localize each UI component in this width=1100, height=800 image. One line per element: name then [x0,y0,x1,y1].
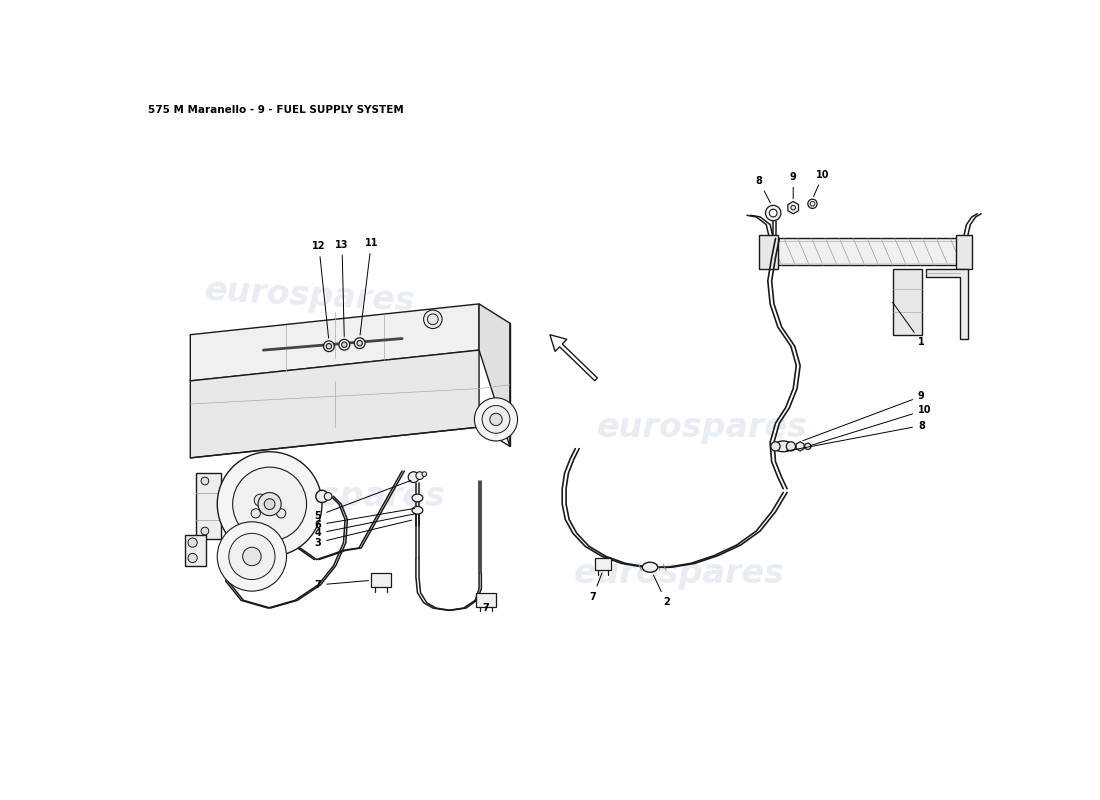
Circle shape [807,199,817,209]
Circle shape [354,338,365,349]
Text: 8: 8 [756,176,770,203]
Circle shape [791,206,795,210]
Text: eurospares: eurospares [204,274,416,318]
FancyBboxPatch shape [476,593,496,606]
Text: 9: 9 [803,391,925,441]
Circle shape [422,472,427,476]
FancyBboxPatch shape [594,558,612,570]
Circle shape [188,554,197,562]
Text: eurospares: eurospares [574,557,784,590]
Text: eurospares: eurospares [235,480,446,513]
Circle shape [254,494,266,506]
Circle shape [243,547,261,566]
Text: 7: 7 [483,603,490,613]
Polygon shape [185,535,206,566]
Circle shape [358,341,362,346]
Circle shape [771,442,780,451]
Text: 10: 10 [814,170,829,197]
Circle shape [218,522,286,591]
Circle shape [188,538,197,547]
Text: eurospares: eurospares [597,410,807,443]
Polygon shape [376,575,387,582]
Ellipse shape [774,441,792,452]
Polygon shape [190,350,480,458]
Circle shape [339,339,350,350]
Text: 7: 7 [590,573,602,602]
Text: 3: 3 [315,520,411,547]
Circle shape [201,477,209,485]
Polygon shape [190,304,480,381]
Polygon shape [196,474,221,538]
Text: 575 M Maranello - 9 - FUEL SUPPLY SYSTEM: 575 M Maranello - 9 - FUEL SUPPLY SYSTEM [147,105,404,115]
Circle shape [327,343,331,349]
Circle shape [408,472,419,482]
FancyBboxPatch shape [372,574,392,587]
Text: 8: 8 [785,421,925,451]
Circle shape [276,509,286,518]
Text: 6: 6 [315,509,415,530]
FancyArrow shape [550,334,597,381]
Polygon shape [759,234,778,270]
Text: 5: 5 [315,481,411,521]
Polygon shape [957,234,972,270]
Circle shape [233,467,307,541]
Text: 4: 4 [315,514,415,538]
Circle shape [786,442,795,451]
Circle shape [482,406,510,434]
Text: 9: 9 [790,172,796,198]
Circle shape [258,493,282,516]
Polygon shape [926,270,968,338]
Circle shape [769,209,777,217]
Text: 1: 1 [892,302,925,347]
Text: 7: 7 [315,580,368,590]
Circle shape [267,494,279,506]
Circle shape [323,341,334,352]
Ellipse shape [412,494,422,502]
Text: 11: 11 [360,238,378,335]
Circle shape [229,534,275,579]
Polygon shape [762,238,968,266]
Text: 2: 2 [653,575,670,607]
Circle shape [218,452,322,557]
Circle shape [490,414,503,426]
Circle shape [766,206,781,221]
Circle shape [805,443,811,450]
Circle shape [810,202,815,206]
Circle shape [428,314,438,325]
Polygon shape [893,270,922,334]
Circle shape [201,527,209,535]
Circle shape [474,398,517,441]
Circle shape [416,472,424,479]
Polygon shape [480,304,510,446]
Ellipse shape [642,562,658,572]
Ellipse shape [412,506,422,514]
Circle shape [342,342,346,347]
Circle shape [324,493,332,500]
Circle shape [316,490,328,502]
Circle shape [424,310,442,329]
Circle shape [264,498,275,510]
Text: 12: 12 [312,241,329,338]
Circle shape [251,509,261,518]
Text: 10: 10 [811,405,932,446]
Text: 13: 13 [336,240,349,337]
